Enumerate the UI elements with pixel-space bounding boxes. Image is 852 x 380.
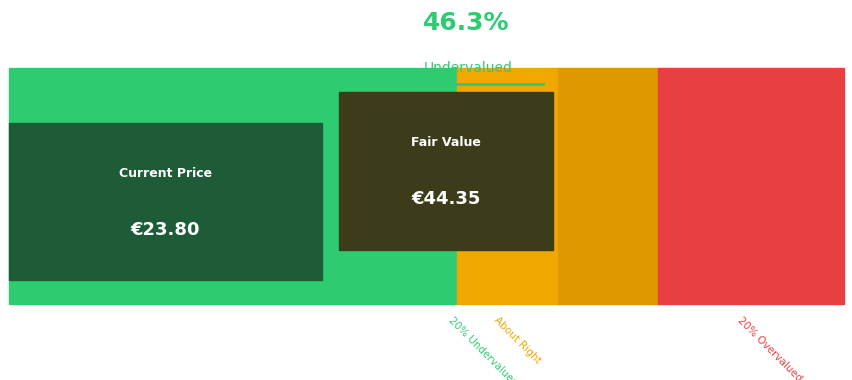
Text: Undervalued: Undervalued <box>423 61 511 75</box>
Text: €44.35: €44.35 <box>411 190 481 208</box>
Text: 46.3%: 46.3% <box>423 11 509 35</box>
Text: €23.80: €23.80 <box>130 221 199 239</box>
Bar <box>657 68 843 304</box>
Text: 20% Overvalued: 20% Overvalued <box>734 315 803 380</box>
Bar <box>457 68 557 304</box>
Bar <box>9 123 321 280</box>
Text: Current Price: Current Price <box>118 166 211 180</box>
Bar <box>557 68 657 304</box>
Text: 20% Undervalued: 20% Undervalued <box>446 315 518 380</box>
Bar <box>9 68 457 304</box>
Text: About Right: About Right <box>492 315 542 366</box>
Text: Fair Value: Fair Value <box>411 136 481 149</box>
Bar <box>338 92 553 250</box>
